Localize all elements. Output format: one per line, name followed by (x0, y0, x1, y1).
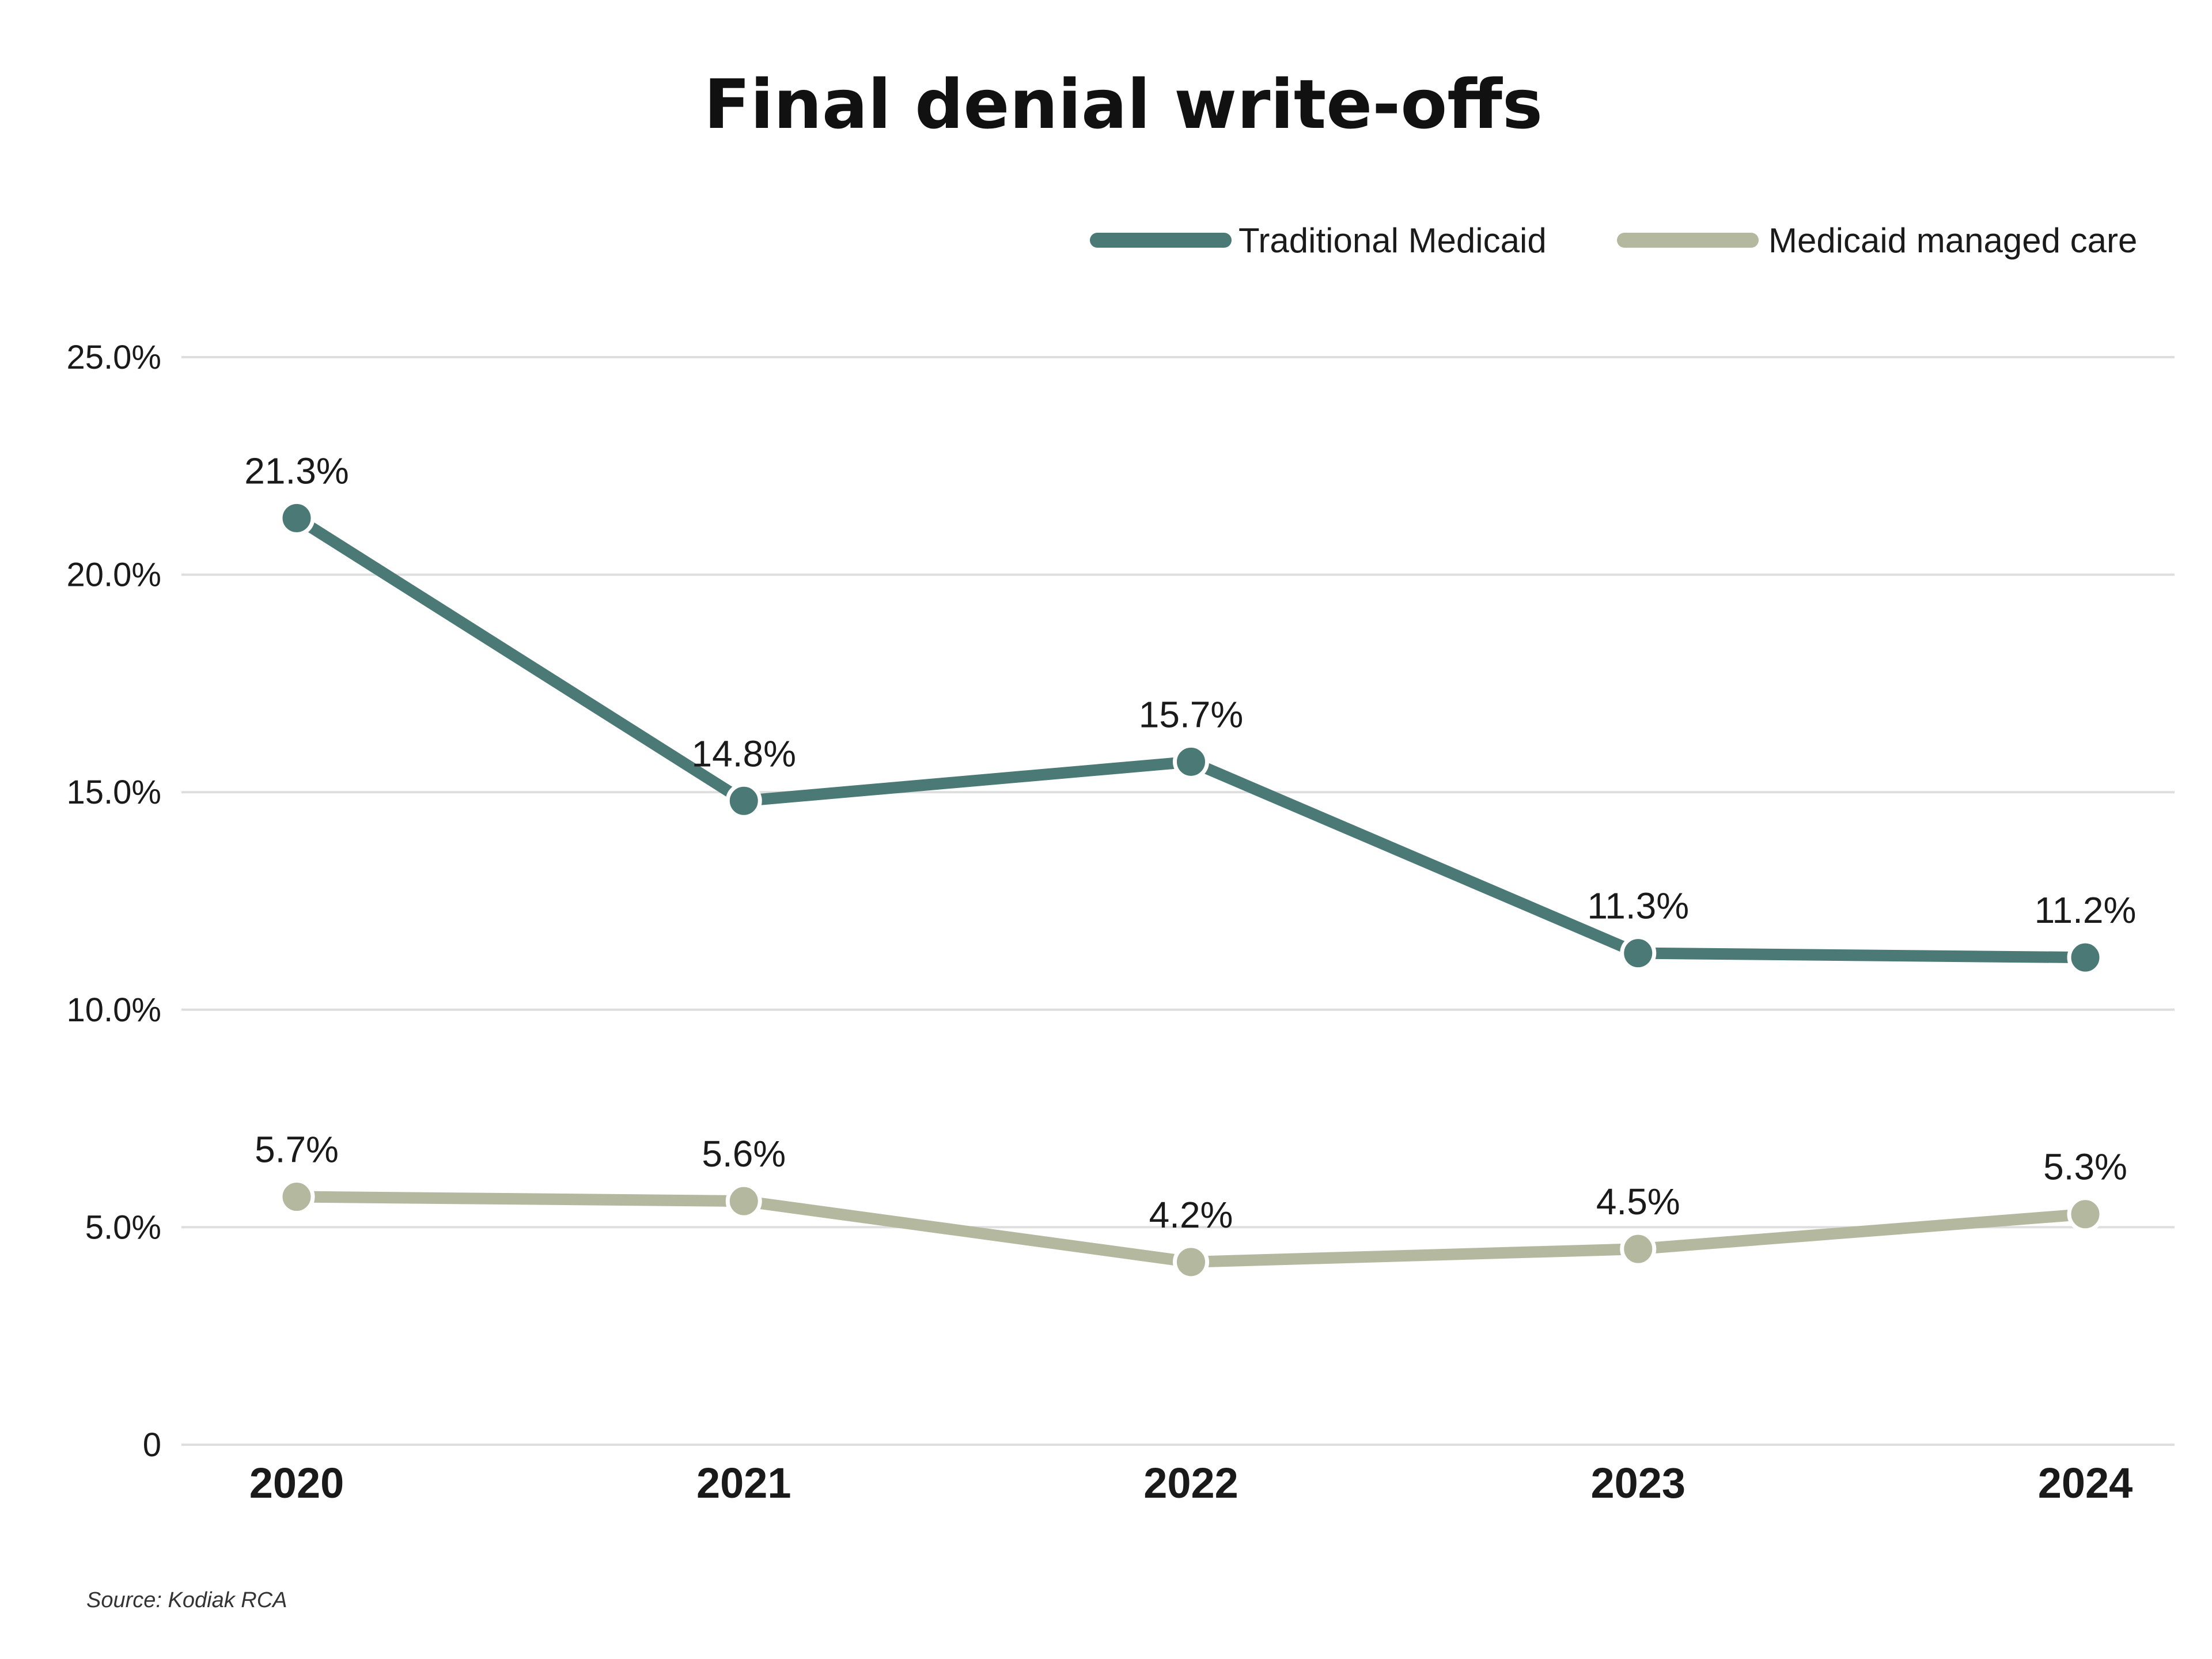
data-label-background (669, 1086, 819, 1142)
data-label-background (1116, 646, 1266, 702)
y-axis-tick-labels: 0 5.0% 10.0% 15.0% 20.0% 25.0% (67, 339, 161, 1464)
data-label: 11.3% (1587, 885, 1689, 927)
x-tick-label: 2024 (2038, 1459, 2133, 1507)
data-label-background (669, 685, 819, 741)
data-label: 11.2% (2035, 889, 2137, 931)
data-labels: 21.3% 14.8% 15.7% 11.3% 11.2% 5.7% 5.6% 4.2% 4.5… (222, 403, 2160, 1236)
legend: Traditional Medicaid Medicaid managed car… (1090, 221, 2137, 260)
x-tick-label: 2020 (249, 1459, 344, 1507)
data-label-background (1563, 838, 1713, 893)
data-label-background (1563, 1134, 1713, 1190)
data-point (725, 782, 762, 819)
x-tick-label: 2021 (696, 1459, 791, 1507)
data-label: 5.6% (702, 1133, 786, 1175)
data-label: 21.3% (244, 450, 349, 491)
data-label-background (222, 1081, 372, 1137)
x-axis-tick-labels: 2020 2021 2022 2023 2024 (249, 1459, 2133, 1507)
data-label-background (2010, 1099, 2160, 1154)
data-point (2067, 939, 2104, 976)
data-point (2067, 1196, 2104, 1233)
legend-label-1: Medicaid managed care (1768, 221, 2137, 260)
data-label: 15.7% (1139, 694, 1243, 735)
data-label: 4.5% (1596, 1181, 1680, 1222)
data-label: 5.3% (2043, 1146, 2127, 1188)
source-note: Source: Kodiak RCA (86, 1588, 287, 1612)
y-tick-label: 20.0% (67, 556, 161, 594)
series-lines (278, 499, 2104, 1281)
data-point (1620, 935, 1657, 972)
data-label: 4.2% (1149, 1194, 1233, 1236)
data-label: 5.7% (255, 1129, 339, 1171)
data-label: 14.8% (692, 733, 796, 774)
y-tick-label: 25.0% (67, 339, 161, 376)
data-label-background (2010, 842, 2160, 898)
y-tick-label: 5.0% (85, 1209, 161, 1246)
data-point (1620, 1230, 1657, 1267)
data-point (1173, 743, 1209, 780)
y-tick-label: 15.0% (67, 774, 161, 811)
legend-label-0: Traditional Medicaid (1238, 221, 1547, 260)
chart-title: Final denial write-offs (704, 65, 1543, 144)
data-point (278, 499, 315, 536)
y-tick-label: 0 (143, 1426, 161, 1464)
y-tick-label: 10.0% (67, 991, 161, 1029)
data-label-background (222, 403, 372, 459)
gridlines (181, 356, 2175, 1446)
x-tick-label: 2022 (1143, 1459, 1238, 1507)
data-point (1173, 1244, 1209, 1281)
data-point (278, 1179, 315, 1215)
data-label-background (1116, 1146, 1266, 1202)
x-tick-label: 2023 (1590, 1459, 1685, 1507)
data-point (725, 1183, 762, 1219)
